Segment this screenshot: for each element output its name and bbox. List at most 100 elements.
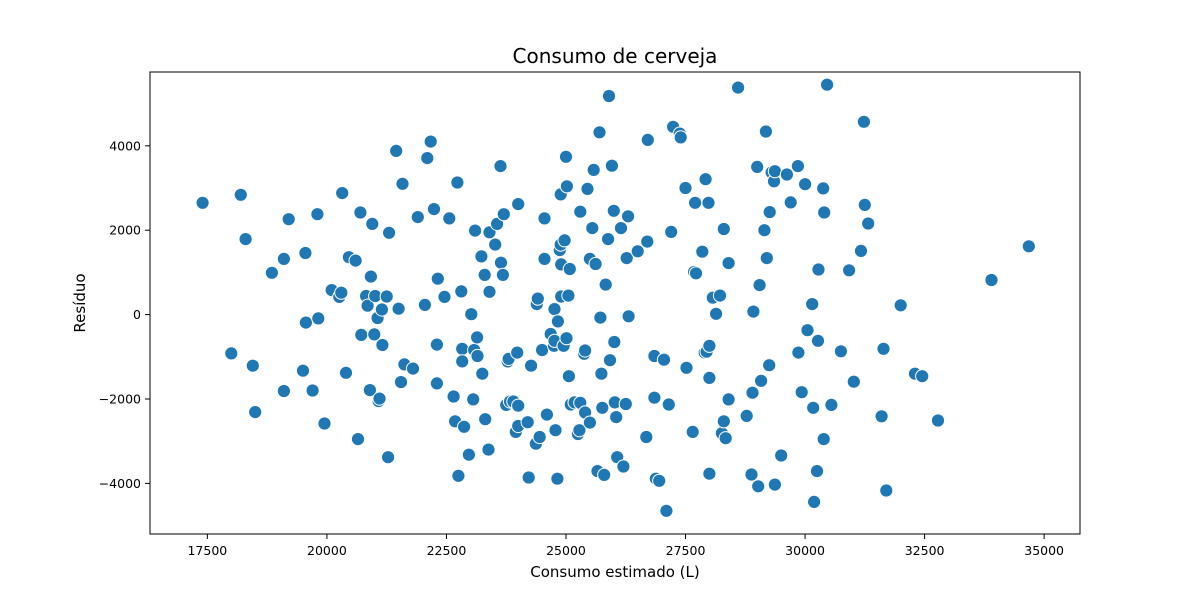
data-point (375, 337, 390, 353)
data-point (524, 358, 539, 373)
data-point (731, 80, 746, 95)
data-point (450, 175, 465, 190)
data-point (430, 271, 445, 286)
data-point (363, 269, 378, 284)
data-point (264, 265, 279, 280)
data-point (550, 471, 565, 486)
data-point (767, 164, 783, 179)
data-point (557, 233, 572, 248)
data-point (915, 369, 930, 384)
data-point (798, 177, 813, 192)
data-point (395, 176, 410, 191)
x-tick-label: 17500 (187, 543, 227, 558)
data-point (382, 225, 397, 240)
data-point (588, 256, 603, 272)
data-point (334, 285, 349, 300)
data-point (562, 261, 577, 277)
data-point (816, 181, 831, 196)
data-point (537, 211, 552, 226)
data-point (520, 415, 535, 430)
data-point (389, 143, 404, 158)
data-point (609, 410, 624, 425)
data-point (451, 468, 466, 483)
data-point (601, 88, 617, 104)
data-point (752, 278, 767, 293)
data-point (820, 77, 835, 92)
y-axis-label: Resíduo (71, 273, 89, 332)
data-point (679, 360, 694, 375)
data-point (532, 429, 547, 445)
data-point (391, 301, 406, 316)
data-point (640, 132, 655, 147)
data-point (616, 459, 631, 474)
x-tick-label: 27500 (666, 543, 706, 558)
x-axis-ticks: 17500 20000 22500 25000 27500 30000 32500 35000 (187, 534, 1064, 558)
data-point (721, 392, 736, 407)
data-point (381, 450, 396, 465)
data-point (874, 409, 889, 424)
data-point (716, 414, 731, 429)
data-point (311, 311, 326, 326)
y-axis-ticks: −4000 −2000 0 2000 4000 (99, 138, 150, 491)
data-point (1021, 239, 1036, 254)
data-point (640, 234, 655, 249)
data-point (688, 266, 704, 281)
data-point (618, 396, 633, 412)
x-tick-label: 35000 (1024, 543, 1064, 558)
data-point (461, 447, 476, 462)
data-point (420, 151, 435, 166)
data-point (558, 149, 574, 164)
data-point (595, 400, 610, 415)
data-point (350, 432, 366, 447)
data-point (276, 251, 291, 266)
data-point (295, 363, 311, 378)
y-tick-label: −2000 (99, 391, 141, 406)
x-tick-label: 20000 (307, 543, 347, 558)
data-point (800, 323, 815, 338)
data-point (833, 344, 849, 359)
data-point (477, 267, 492, 282)
data-point (478, 412, 493, 427)
data-point (454, 284, 469, 299)
data-point (510, 345, 525, 360)
data-point (659, 503, 674, 518)
data-point (751, 479, 766, 494)
data-point (455, 341, 470, 356)
data-point (767, 477, 783, 492)
data-point (511, 197, 526, 212)
data-point (602, 353, 618, 368)
data-point (488, 237, 503, 252)
data-point (281, 212, 296, 227)
data-point (224, 346, 239, 361)
data-point (586, 162, 601, 177)
data-point (429, 376, 444, 391)
data-point (470, 330, 485, 345)
data-point (548, 423, 563, 438)
data-point (482, 284, 497, 299)
data-point (783, 195, 798, 210)
data-point (718, 431, 733, 446)
data-point (442, 211, 457, 226)
data-point (572, 423, 587, 438)
data-point (354, 327, 369, 342)
data-point (759, 251, 774, 266)
data-point (811, 262, 826, 277)
data-point (594, 366, 609, 381)
data-point (746, 304, 761, 319)
data-point (468, 223, 483, 238)
data-point (535, 342, 550, 358)
data-point (791, 345, 806, 360)
plot-area-frame (149, 71, 1081, 535)
data-point (338, 365, 354, 380)
data-point (984, 272, 999, 288)
data-point (417, 297, 432, 312)
data-point (604, 158, 620, 173)
data-point (853, 243, 869, 258)
data-point (601, 232, 616, 247)
data-point (702, 370, 717, 385)
data-point (496, 207, 511, 222)
data-point (317, 416, 332, 431)
data-point (559, 331, 574, 346)
data-point (652, 473, 667, 488)
